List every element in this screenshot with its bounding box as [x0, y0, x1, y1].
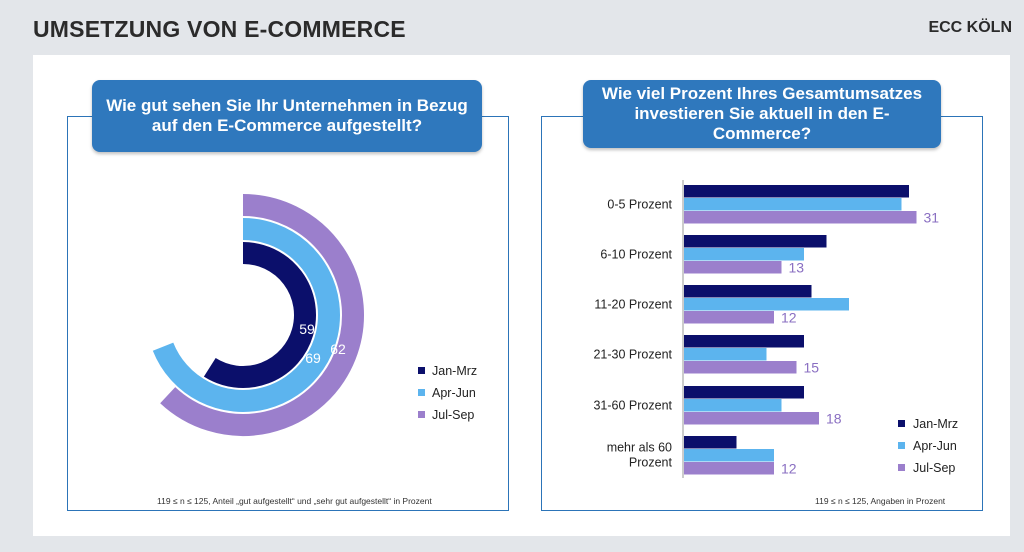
bar-jul-sep-6-10-prozent [684, 261, 782, 274]
bar-jan-mrz-6-10-prozent [684, 235, 827, 248]
left-footnote: 119 ≤ n ≤ 125, Anteil „gut aufgestellt“ … [157, 496, 432, 506]
arc-label-apr-jun: 69 [305, 350, 321, 366]
category-label-31-60-prozent: 31-60 Prozent [593, 399, 672, 413]
bar-legend-marker-apr-jun [898, 442, 905, 449]
legend-label-jul-sep: Jul-Sep [432, 408, 474, 422]
bar-apr-jun-21-30-prozent [684, 348, 767, 361]
bar-jan-mrz-11-20-prozent [684, 285, 812, 298]
page-title: UMSETZUNG VON E-COMMERCE [33, 16, 406, 42]
bar-jul-sep-21-30-prozent [684, 361, 797, 374]
data-label-0-5-prozent: 31 [924, 210, 940, 226]
legend-label-apr-jun: Apr-Jun [432, 386, 476, 400]
left-question-title: Wie gut sehen Sie Ihr Unternehmen in Bez… [92, 80, 482, 152]
bar-legend-label-jan-mrz: Jan-Mrz [913, 417, 958, 431]
right-footnote: 119 ≤ n ≤ 125, Angaben in Prozent [815, 496, 946, 506]
brand-logo: ECC KÖLN [928, 19, 1012, 36]
bar-apr-jun-31-60-prozent [684, 399, 782, 412]
data-label-6-10-prozent: 13 [789, 260, 805, 276]
data-label-11-20-prozent: 12 [781, 310, 797, 326]
bar-jan-mrz-mehr-als-60-prozent [684, 436, 737, 449]
arc-jan-mrz [203, 242, 316, 388]
arc-label-jan-mrz: 59 [299, 321, 315, 337]
bar-apr-jun-6-10-prozent [684, 248, 804, 261]
arc-jul-sep [160, 194, 364, 436]
bar-legend-marker-jul-sep [898, 464, 905, 471]
arc-apr-jun [152, 218, 340, 412]
bar-jul-sep-31-60-prozent [684, 412, 819, 425]
bar-jan-mrz-21-30-prozent [684, 335, 804, 348]
legend-marker-jul-sep [418, 411, 425, 418]
left-chart-frame [67, 116, 509, 511]
bar-legend-marker-jan-mrz [898, 420, 905, 427]
category-label-0-5-prozent: 0-5 Prozent [607, 198, 672, 212]
bar-apr-jun-0-5-prozent [684, 198, 902, 211]
data-label-mehr-als-60-prozent: 12 [781, 461, 797, 477]
category-label-11-20-prozent: 11-20 Prozent [594, 298, 672, 312]
legend-marker-jan-mrz [418, 367, 425, 374]
bar-legend-label-apr-jun: Apr-Jun [913, 439, 957, 453]
bar-jul-sep-mehr-als-60-prozent [684, 462, 774, 475]
category-label-6-10-prozent: 6-10 Prozent [600, 248, 672, 262]
bar-jul-sep-0-5-prozent [684, 211, 917, 224]
category-label-mehr-als-60-prozent: mehr als 60 Prozent [607, 441, 673, 470]
bar-jul-sep-11-20-prozent [684, 311, 774, 324]
data-label-21-30-prozent: 15 [804, 360, 820, 376]
bar-jan-mrz-0-5-prozent [684, 185, 909, 198]
legend-marker-apr-jun [418, 389, 425, 396]
bar-apr-jun-mehr-als-60-prozent [684, 449, 774, 462]
bar-legend-label-jul-sep: Jul-Sep [913, 461, 955, 475]
right-question-title: Wie viel Prozent Ihres Gesamtumsatzes in… [583, 80, 941, 148]
bar-apr-jun-11-20-prozent [684, 298, 849, 311]
legend-label-jan-mrz: Jan-Mrz [432, 364, 477, 378]
arc-label-jul-sep: 62 [330, 341, 346, 357]
data-label-31-60-prozent: 18 [826, 411, 842, 427]
bar-jan-mrz-31-60-prozent [684, 386, 804, 399]
category-label-21-30-prozent: 21-30 Prozent [593, 348, 672, 362]
